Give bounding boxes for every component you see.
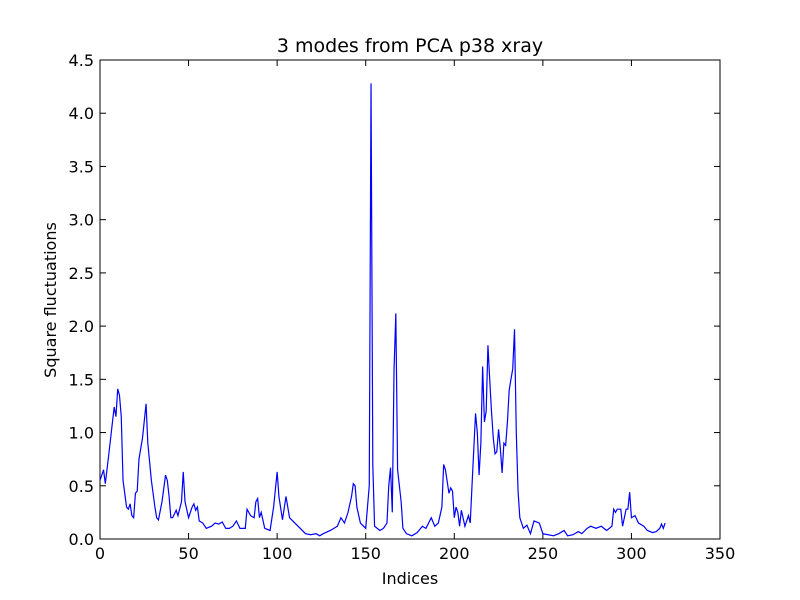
y-tick-label: 3.5 bbox=[69, 157, 94, 176]
y-tick-label: 1.0 bbox=[69, 424, 94, 443]
x-tick-label: 50 bbox=[178, 544, 198, 563]
x-tick-label: 200 bbox=[439, 544, 470, 563]
y-axis-label: Square fluctuations bbox=[41, 222, 60, 378]
x-axis-label: Indices bbox=[382, 569, 438, 588]
x-tick-label: 250 bbox=[528, 544, 559, 563]
y-tick-label: 3.0 bbox=[69, 211, 94, 230]
y-tick-label: 0.0 bbox=[69, 530, 94, 549]
y-tick-label: 4.0 bbox=[69, 104, 94, 123]
x-tick-label: 0 bbox=[95, 544, 105, 563]
y-tick-label: 0.5 bbox=[69, 477, 94, 496]
x-tick-label: 150 bbox=[350, 544, 381, 563]
y-tick-label: 2.0 bbox=[69, 317, 94, 336]
y-tick-label: 4.5 bbox=[69, 51, 94, 70]
x-tick-label: 100 bbox=[262, 544, 293, 563]
y-tick-label: 1.5 bbox=[69, 370, 94, 389]
data-line bbox=[99, 83, 666, 537]
plot-frame bbox=[99, 59, 721, 540]
x-tick-label: 350 bbox=[705, 544, 736, 563]
y-tick-label: 2.5 bbox=[69, 264, 94, 283]
x-tick-label: 300 bbox=[616, 544, 647, 563]
chart-title: 3 modes from PCA p38 xray bbox=[277, 35, 543, 57]
